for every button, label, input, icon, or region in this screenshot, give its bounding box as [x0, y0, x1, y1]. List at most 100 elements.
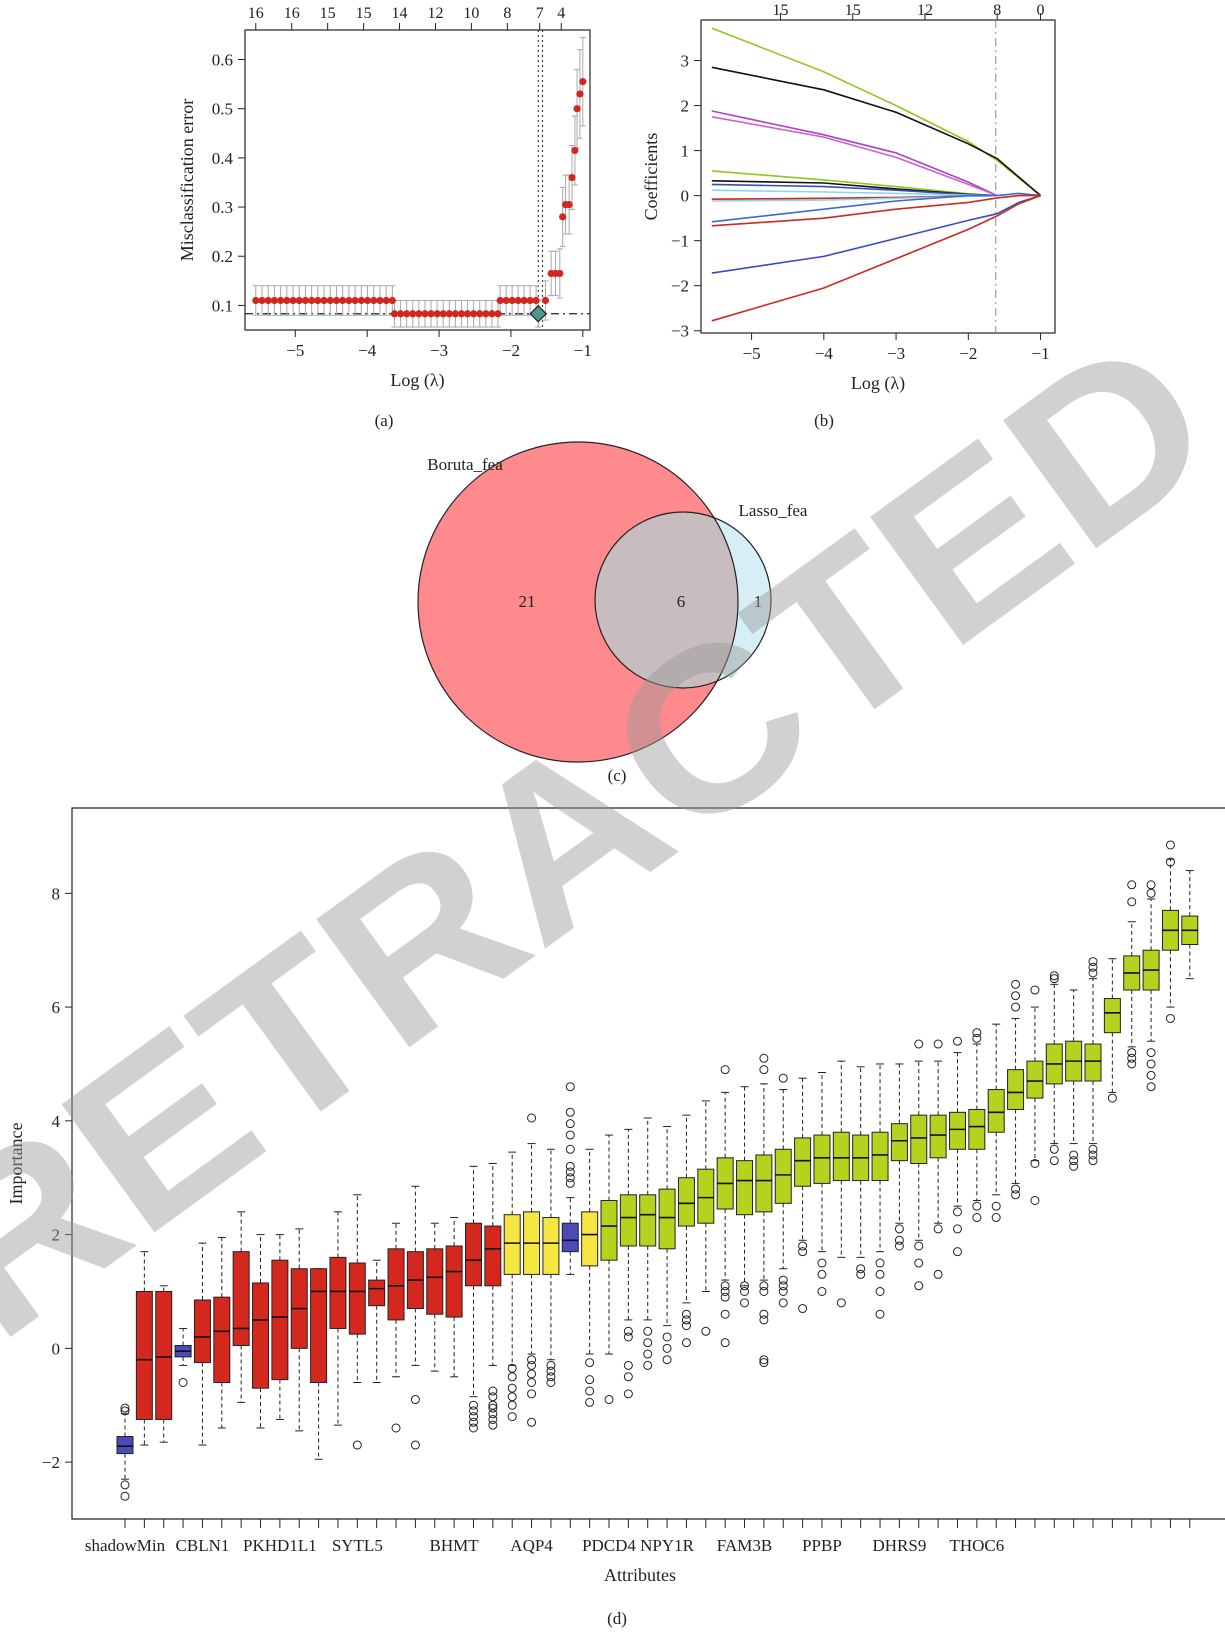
cv-error-point — [482, 310, 490, 318]
outlier-point — [604, 1395, 614, 1405]
plot-frame — [71, 807, 1225, 1520]
cv-error-point — [314, 296, 322, 305]
cv-error-point — [470, 310, 478, 318]
cv-error-point — [427, 310, 435, 318]
coefficient-path-11 — [711, 192, 1041, 223]
outlier-point — [720, 1281, 730, 1291]
outlier-point — [1049, 974, 1059, 984]
outlier-point — [1088, 962, 1098, 972]
venn-count-intersection: 6 — [677, 592, 686, 611]
top-tick-label: 15 — [320, 5, 336, 22]
cv-error-point — [476, 310, 484, 318]
venn-label-lasso: Lasso_fea — [739, 501, 808, 520]
outlier-point — [701, 1326, 711, 1336]
outlier-point — [565, 1167, 575, 1177]
cv-error-point — [568, 173, 576, 182]
importance-box-33 — [736, 1160, 754, 1216]
outlier-point — [1127, 1048, 1137, 1058]
importance-box-30 — [677, 1177, 695, 1227]
outlier-point — [952, 1207, 962, 1217]
importance-box-14 — [368, 1279, 386, 1307]
importance-box-26 — [600, 1199, 618, 1261]
outlier-point — [527, 1355, 537, 1365]
outlier-point — [585, 1397, 595, 1407]
outlier-point — [972, 1201, 982, 1211]
y-axis-label: Coefficients — [641, 133, 661, 221]
outlier-point — [1011, 1002, 1021, 1012]
importance-box-42 — [910, 1114, 928, 1164]
outlier-point — [468, 1412, 478, 1422]
outlier-point — [352, 1440, 362, 1450]
panel-d-boruta-boxplot: −2 0 2 4 6 8 shadowMin CBLN1 PKHD1L1 SYTL5 BHMT AQP… — [6, 807, 1225, 1585]
importance-box-45 — [968, 1108, 986, 1150]
outlier-point — [1127, 1053, 1137, 1063]
outlier-point — [527, 1369, 537, 1379]
x-tick-label: −4 — [358, 341, 377, 360]
panel-c-caption: (c) — [608, 766, 627, 785]
cv-error-point — [264, 296, 272, 305]
panel-d-caption: (d) — [607, 1609, 627, 1628]
outlier-point — [759, 1286, 769, 1296]
cv-error-point — [382, 296, 390, 305]
importance-box-1 — [116, 1436, 134, 1455]
outlier-point — [875, 1258, 885, 1268]
cv-error-point — [573, 105, 581, 113]
y-tick-label: 8 — [52, 884, 61, 903]
importance-box-48 — [1026, 1060, 1044, 1099]
outlier-point — [527, 1389, 537, 1399]
importance-box-40 — [871, 1131, 889, 1182]
outlier-point — [759, 1355, 769, 1365]
outlier-point — [488, 1403, 498, 1413]
top-tick-label: 12 — [427, 5, 443, 22]
cv-error-point — [526, 296, 534, 305]
outlier-point — [565, 1161, 575, 1171]
y-axis-label: Importance — [6, 1123, 26, 1205]
importance-box-21 — [503, 1214, 521, 1275]
outlier-point — [565, 1178, 575, 1188]
x-tick-label: −1 — [574, 341, 592, 360]
outlier-point — [565, 1130, 575, 1140]
x-tick-label: −2 — [959, 344, 977, 363]
outlier-point — [894, 1224, 904, 1234]
outlier-point — [1088, 957, 1098, 967]
cv-error-point — [445, 310, 453, 318]
cv-error-point — [390, 310, 399, 318]
importance-box-17 — [426, 1248, 444, 1315]
importance-box-19 — [464, 1222, 482, 1287]
outlier-point — [798, 1304, 808, 1314]
y-tick-label: 2 — [52, 1226, 61, 1245]
outlier-point — [1127, 1059, 1137, 1069]
cv-error-point — [541, 296, 550, 305]
outlier-point — [991, 1201, 1001, 1211]
importance-box-51 — [1084, 1043, 1102, 1082]
outlier-point — [759, 1053, 769, 1063]
cv-error-point — [559, 213, 567, 221]
top-tick-label: 14 — [392, 5, 408, 22]
outlier-point — [875, 1269, 885, 1279]
importance-box-23 — [542, 1217, 560, 1275]
outlier-point — [527, 1360, 537, 1370]
x-tick-label: BHMT — [430, 1536, 480, 1555]
outlier-point — [1011, 979, 1021, 989]
panel-c-venn-diagram: Boruta_fea Lasso_fea 21 6 1 — [417, 441, 808, 763]
outlier-point — [410, 1395, 420, 1405]
coefficient-path-12 — [711, 194, 1041, 227]
cv-error-point — [451, 310, 459, 318]
outlier-point — [1088, 1144, 1098, 1154]
outlier-point — [894, 1235, 904, 1245]
outlier-point — [740, 1281, 750, 1291]
outlier-point — [894, 1241, 904, 1251]
importance-box-46 — [987, 1089, 1005, 1133]
importance-box-28 — [639, 1194, 657, 1247]
cv-error-point — [345, 296, 353, 305]
importance-box-24 — [561, 1222, 579, 1253]
x-tick-label: −3 — [887, 344, 905, 363]
outlier-point — [120, 1406, 130, 1416]
outlier-point — [507, 1383, 517, 1393]
importance-box-36 — [794, 1137, 812, 1187]
outlier-point — [759, 1315, 769, 1325]
outlier-point — [565, 1107, 575, 1117]
outlier-point — [585, 1358, 595, 1368]
top-tick-label: 4 — [557, 5, 565, 22]
outlier-point — [546, 1372, 556, 1382]
